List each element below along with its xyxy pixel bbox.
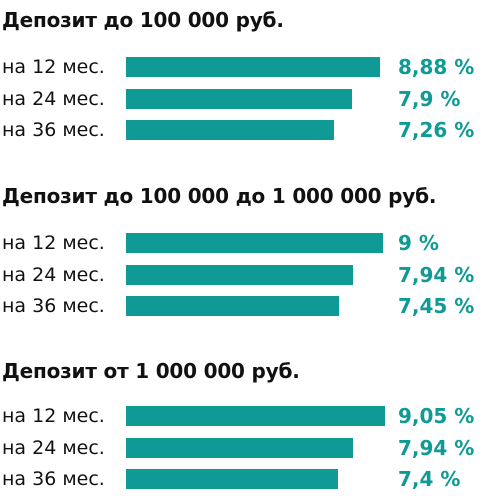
bar-row: на 12 мес. 8,88 %: [0, 56, 500, 78]
value-label: 7,45 %: [398, 294, 475, 318]
value-label: 7,9 %: [398, 87, 461, 111]
value-label: 8,88 %: [398, 55, 475, 79]
value-label: 9 %: [398, 231, 439, 255]
category-label: на 24 мес.: [2, 88, 105, 110]
value-label: 7,26 %: [398, 118, 475, 142]
value-label: 9,05 %: [398, 404, 475, 428]
bar: [126, 57, 380, 77]
chart-title: Депозит до 100 000 до 1 000 000 руб.: [2, 184, 437, 208]
bar: [126, 438, 353, 458]
category-label: на 36 мес.: [2, 119, 105, 141]
bar-row: на 24 мес. 7,9 %: [0, 88, 500, 110]
bar-row: на 12 мес. 9 %: [0, 232, 500, 254]
bar: [126, 265, 353, 285]
chart-title: Депозит до 100 000 руб.: [2, 8, 284, 32]
bar-row: на 36 мес. 7,45 %: [0, 295, 500, 317]
bar: [126, 296, 339, 316]
category-label: на 24 мес.: [2, 264, 105, 286]
value-label: 7,94 %: [398, 263, 475, 287]
bar-row: на 12 мес. 9,05 %: [0, 405, 500, 427]
bar: [126, 469, 338, 489]
bar: [126, 233, 383, 253]
value-label: 7,4 %: [398, 467, 461, 491]
category-label: на 24 мес.: [2, 437, 105, 459]
category-label: на 12 мес.: [2, 405, 105, 427]
bar: [126, 120, 334, 140]
category-label: на 36 мес.: [2, 295, 105, 317]
category-label: на 36 мес.: [2, 468, 105, 490]
bar-row: на 36 мес. 7,26 %: [0, 119, 500, 141]
bar: [126, 89, 352, 109]
bar-row: на 24 мес. 7,94 %: [0, 437, 500, 459]
bar-row: на 36 мес. 7,4 %: [0, 468, 500, 490]
category-label: на 12 мес.: [2, 232, 105, 254]
bar-row: на 24 мес. 7,94 %: [0, 264, 500, 286]
value-label: 7,94 %: [398, 436, 475, 460]
bar: [126, 406, 385, 426]
category-label: на 12 мес.: [2, 56, 105, 78]
chart-title: Депозит от 1 000 000 руб.: [2, 359, 300, 383]
